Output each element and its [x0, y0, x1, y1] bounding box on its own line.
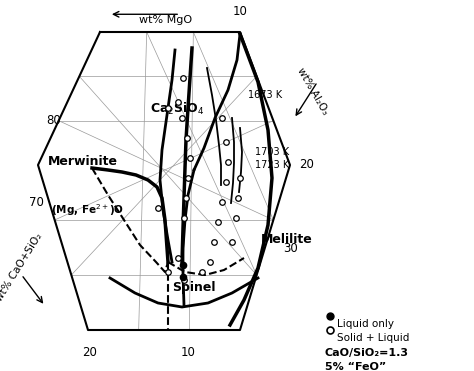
- Text: Melilite: Melilite: [261, 233, 313, 246]
- Text: Merwinite: Merwinite: [48, 155, 118, 168]
- Text: 10: 10: [233, 5, 247, 18]
- Text: CaO/SiO₂=1.3: CaO/SiO₂=1.3: [325, 348, 409, 358]
- Text: (Mg, Fe$^{2+}$)O: (Mg, Fe$^{2+}$)O: [51, 202, 124, 217]
- Text: 1703 K: 1703 K: [255, 147, 289, 157]
- Text: 20: 20: [299, 158, 314, 171]
- Text: 70: 70: [29, 197, 44, 210]
- Text: 5% “FeO”: 5% “FeO”: [325, 362, 386, 371]
- Text: Spinel: Spinel: [173, 281, 216, 294]
- Text: 1723 K: 1723 K: [255, 160, 289, 170]
- Text: Ca$_2$SiO$_4$: Ca$_2$SiO$_4$: [150, 101, 205, 118]
- Text: wt% Al₂O₃: wt% Al₂O₃: [295, 66, 330, 116]
- Text: Liquid only: Liquid only: [337, 319, 394, 329]
- Text: wt% CaO+SiO₂: wt% CaO+SiO₂: [0, 231, 44, 303]
- Text: 80: 80: [46, 114, 61, 127]
- Text: Solid + Liquid: Solid + Liquid: [337, 333, 409, 343]
- Text: 1673 K: 1673 K: [248, 90, 282, 100]
- Text: 30: 30: [283, 242, 298, 255]
- Text: 20: 20: [82, 346, 98, 359]
- Text: 10: 10: [181, 346, 195, 359]
- Text: wt% MgO: wt% MgO: [139, 15, 192, 25]
